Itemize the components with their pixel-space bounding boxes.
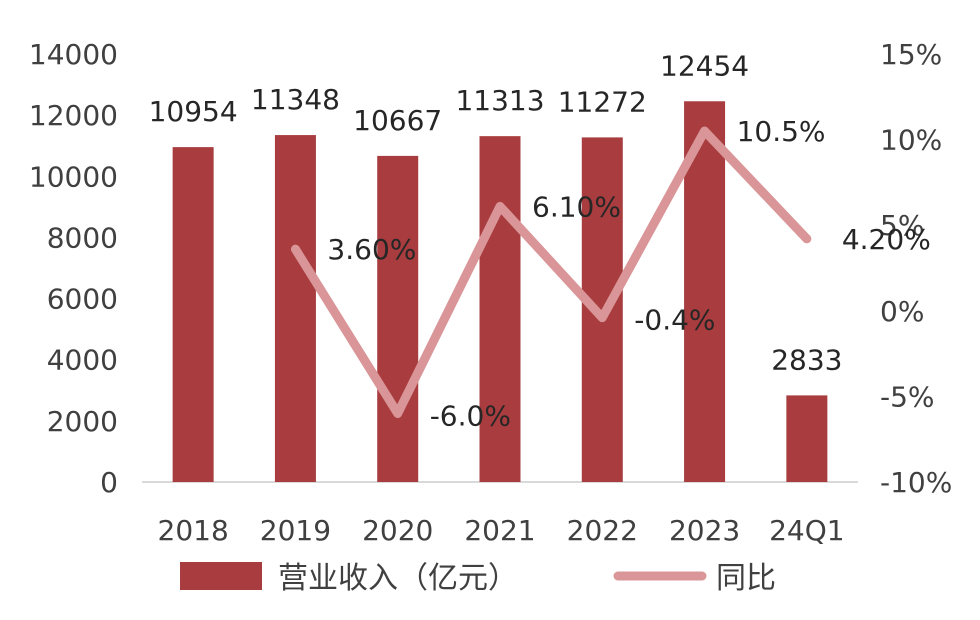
bar-value-label: 2833: [771, 343, 842, 376]
left-y-axis: 0 2000 4000 6000 8000 10000 12000 14000: [29, 38, 118, 499]
bar-value-label: 10667: [353, 104, 442, 137]
line-value-label: 3.60%: [327, 233, 416, 266]
right-axis-tick-label: 15%: [880, 38, 942, 71]
bar-series: 10954 11348 10667 11313 11272 12454 2833: [149, 49, 842, 482]
legend-line-label: 同比: [716, 561, 776, 596]
right-axis-tick-label: 10%: [880, 124, 942, 157]
x-axis: 2018 2019 2020 2021 2022 2023 24Q1: [158, 514, 845, 547]
left-axis-tick-label: 8000: [47, 221, 118, 254]
x-axis-tick-label: 2019: [260, 514, 331, 547]
right-y-axis: -10% -5% 0% 5% 10% 15%: [880, 38, 952, 499]
bar: [172, 147, 214, 482]
legend-bar-swatch: [180, 562, 262, 590]
x-axis-tick-label: 2022: [567, 514, 638, 547]
line-value-label: -0.4%: [634, 304, 715, 337]
left-axis-tick-label: 12000: [29, 99, 118, 132]
legend: 营业收入（亿元） 同比: [180, 561, 776, 596]
line-value-label: 10.5%: [737, 115, 826, 148]
x-axis-tick-label: 2020: [362, 514, 433, 547]
bar-value-label: 11272: [558, 85, 647, 118]
right-axis-tick-label: -5%: [880, 380, 935, 413]
left-axis-tick-label: 2000: [47, 405, 118, 438]
left-axis-tick-label: 0: [100, 466, 118, 499]
legend-bar-label: 营业收入（亿元）: [278, 561, 518, 596]
line-value-label: 4.20%: [842, 223, 931, 256]
bar: [479, 136, 521, 482]
x-axis-tick-label: 24Q1: [769, 514, 844, 547]
left-axis-tick-label: 6000: [47, 283, 118, 316]
left-axis-tick-label: 4000: [47, 344, 118, 377]
line-value-label: 6.10%: [532, 190, 621, 223]
bar-value-label: 11313: [455, 84, 544, 117]
right-axis-tick-label: 0%: [880, 295, 924, 328]
bar-value-label: 12454: [660, 49, 749, 82]
x-axis-tick-label: 2018: [158, 514, 229, 547]
line-series: 3.60% -6.0% 6.10% -0.4% 10.5% 4.20%: [290, 115, 931, 433]
line-value-label: -6.0%: [430, 400, 511, 433]
right-axis-tick-label: -10%: [880, 466, 952, 499]
x-axis-tick-label: 2023: [669, 514, 740, 547]
right-axis-tick-label: 5%: [880, 209, 924, 242]
left-axis-tick-label: 10000: [29, 160, 118, 193]
bar-value-label: 11348: [251, 83, 340, 116]
yoy-line: [290, 126, 812, 419]
bar: [786, 395, 828, 482]
bar: [377, 155, 419, 482]
bar-value-label: 10954: [149, 95, 238, 128]
x-axis-tick-label: 2021: [464, 514, 535, 547]
left-axis-tick-label: 14000: [29, 38, 118, 71]
bar: [274, 135, 316, 482]
